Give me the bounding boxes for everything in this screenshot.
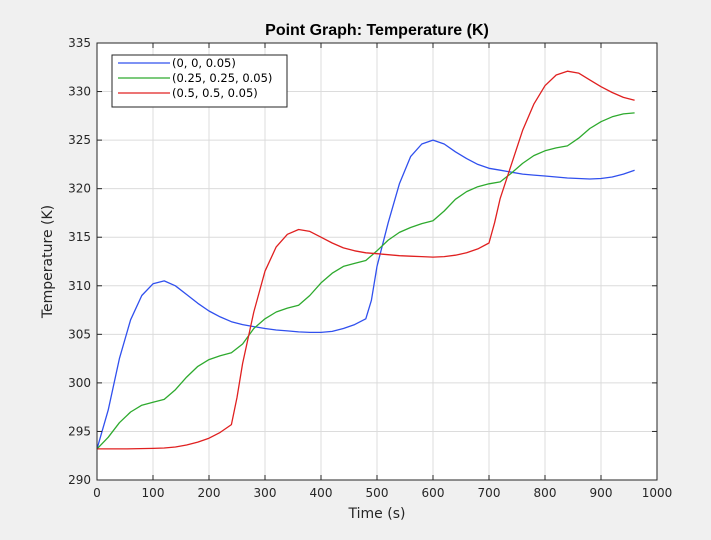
- x-tick-label: 0: [93, 486, 101, 500]
- y-tick-label: 315: [68, 230, 91, 244]
- x-tick-label: 300: [254, 486, 277, 500]
- x-tick-label: 900: [590, 486, 613, 500]
- y-tick-label: 305: [68, 327, 91, 341]
- x-tick-label: 500: [366, 486, 389, 500]
- x-tick-label: 100: [142, 486, 165, 500]
- legend-label-3: (0.5, 0.5, 0.05): [172, 86, 258, 100]
- series-line-3: [97, 70, 635, 450]
- x-tick-label: 1000: [642, 486, 673, 500]
- y-tick-label: 300: [68, 376, 91, 390]
- series-layer: [96, 70, 635, 450]
- y-tick-label: 335: [68, 36, 91, 50]
- x-axis-label: Time (s): [348, 506, 406, 522]
- legend-label-2: (0.25, 0.25, 0.05): [172, 71, 272, 85]
- x-tick-label: 200: [198, 486, 221, 500]
- legend-box: [111, 54, 288, 108]
- x-tick-label: 600: [422, 486, 445, 500]
- y-axis-label: Temperature (K): [40, 205, 56, 319]
- x-tick-label: 700: [478, 486, 501, 500]
- y-tick-label: 295: [68, 424, 91, 438]
- series-line-2: [96, 112, 635, 450]
- axis-ticks: 0 100 200 300 400 500 600 700 800 900 1000 290 295 30…: [68, 36, 672, 500]
- y-tick-label: 310: [68, 279, 91, 293]
- y-tick-label: 330: [68, 85, 91, 99]
- series-line-1: [96, 139, 635, 450]
- legend: (0, 0, 0.05)(0.25, 0.25, 0.05)(0.5, 0.5,…: [111, 54, 288, 108]
- y-tick-label: 290: [68, 473, 91, 487]
- grid-lines: [97, 43, 657, 480]
- y-tick-label: 325: [68, 133, 91, 147]
- x-tick-label: 800: [534, 486, 557, 500]
- chart-title: Point Graph: Temperature (K): [265, 22, 489, 39]
- y-tick-label: 320: [68, 182, 91, 196]
- x-tick-label: 400: [310, 486, 333, 500]
- legend-label-1: (0, 0, 0.05): [172, 56, 236, 70]
